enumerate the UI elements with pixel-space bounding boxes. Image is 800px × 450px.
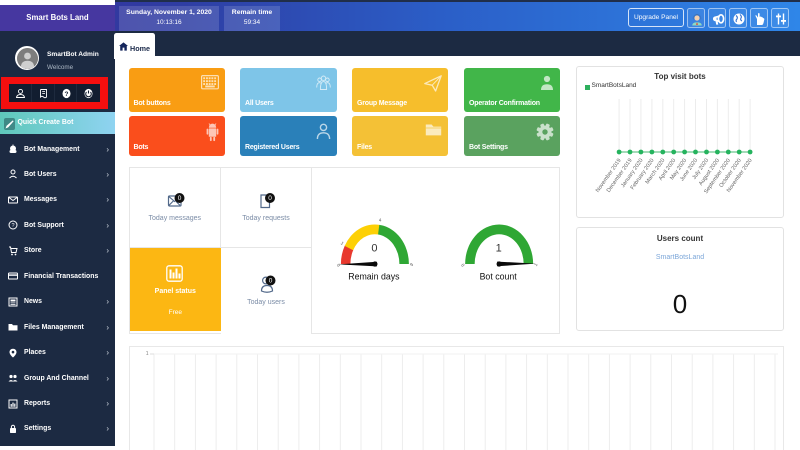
svg-text:0: 0	[371, 243, 377, 255]
svg-text:?: ?	[64, 91, 68, 98]
svg-text:0: 0	[460, 263, 466, 268]
svg-text:4: 4	[378, 217, 382, 222]
svg-text:0: 0	[268, 195, 272, 202]
svg-text:1: 1	[533, 262, 539, 267]
svg-text:Bot count: Bot count	[479, 272, 517, 282]
svg-text:1: 1	[339, 241, 344, 247]
svg-text:0: 0	[177, 195, 181, 202]
svg-text:1: 1	[495, 243, 501, 255]
svg-text:0: 0	[269, 278, 273, 285]
svg-text:Remain days: Remain days	[348, 272, 400, 282]
svg-text:0: 0	[335, 263, 341, 268]
svg-text:?: ?	[11, 223, 14, 229]
svg-text:9: 9	[408, 262, 414, 267]
